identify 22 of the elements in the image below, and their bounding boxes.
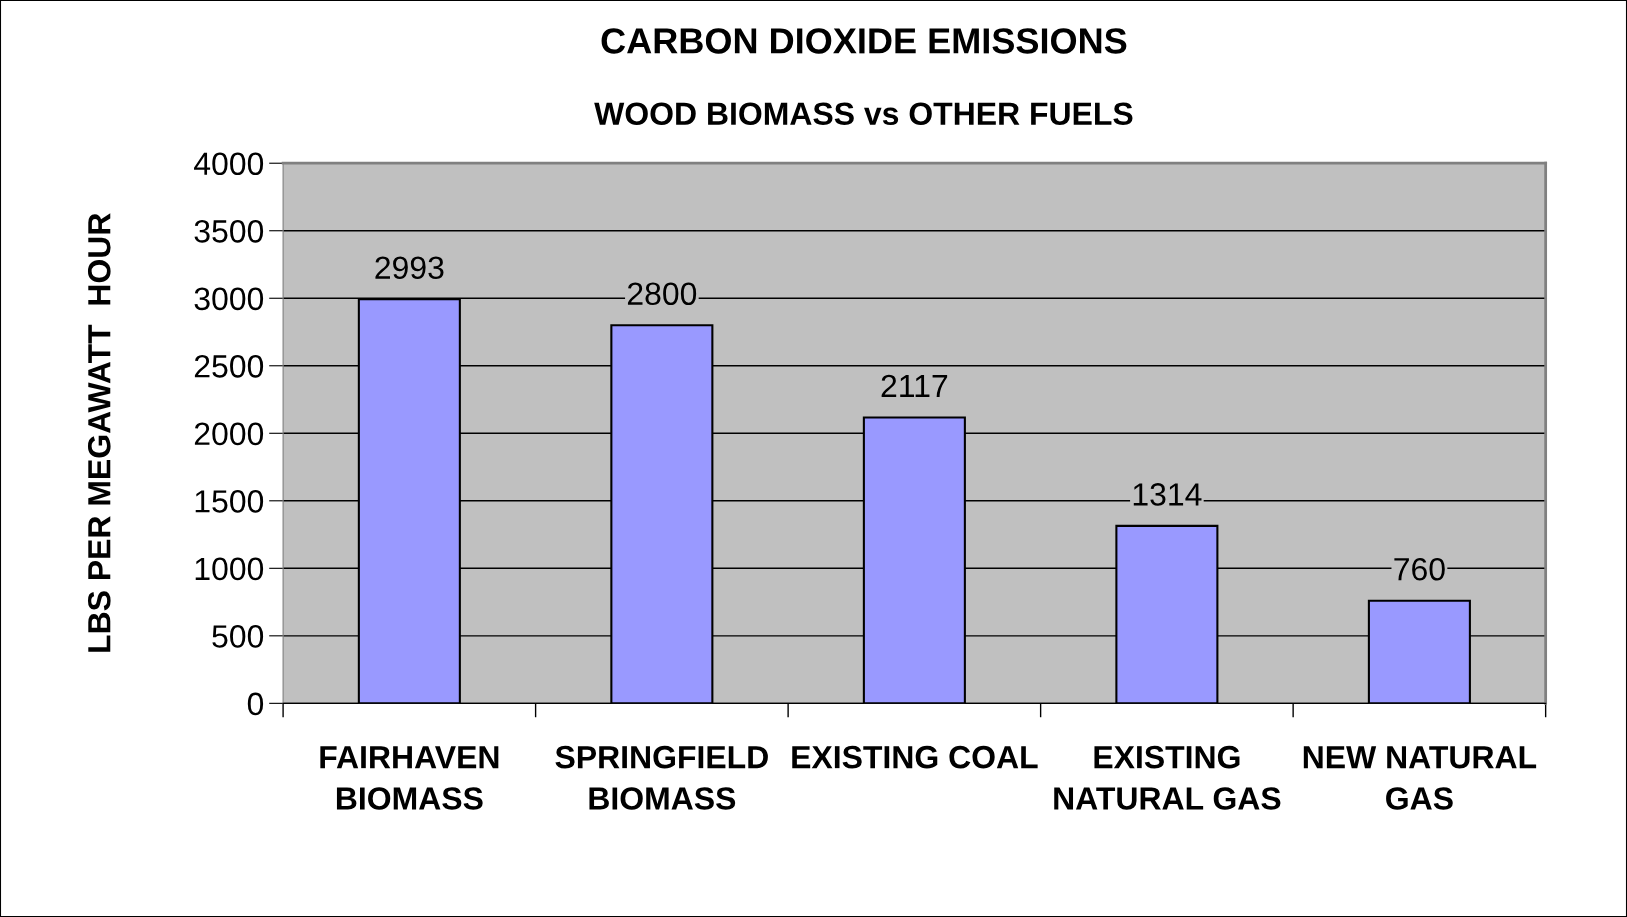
y-tick-label: 4000 [194, 152, 264, 176]
x-tick-label: NEW NATURAL GAS [1303, 746, 1537, 810]
x-tick-label: SPRINGFIELD BIOMASS [555, 745, 768, 810]
y-tick-label: 0 [247, 692, 264, 716]
y-tick-label: 2000 [194, 422, 264, 446]
y-axis-title: LBS PER MEGAWATT HOUR [87, 213, 111, 652]
chart-subtitle: WOOD BIOMASS vs OTHER FUELS [594, 102, 1133, 126]
y-tick-label: 1500 [195, 490, 264, 513]
y-tick-label: 3500 [194, 220, 264, 243]
y-tick-label: 3000 [194, 287, 264, 311]
data-label: 2800 [627, 282, 697, 306]
y-tick-label: 1000 [195, 557, 264, 581]
data-label: 2993 [375, 256, 444, 279]
data-label: 2117 [881, 374, 948, 397]
y-tick-label: 500 [212, 625, 264, 648]
chart-title: CARBON DIOXIDE EMISSIONS [601, 28, 1127, 54]
x-tick-label: EXISTING NATURAL GAS [1054, 745, 1281, 810]
y-tick-label: 2500 [194, 355, 264, 378]
data-label: 760 [1394, 557, 1445, 581]
data-label: 1314 [1133, 483, 1202, 506]
x-tick-label: EXISTING COAL [792, 745, 1038, 769]
x-tick-label: FAIRHAVEN BIOMASS [320, 746, 499, 810]
